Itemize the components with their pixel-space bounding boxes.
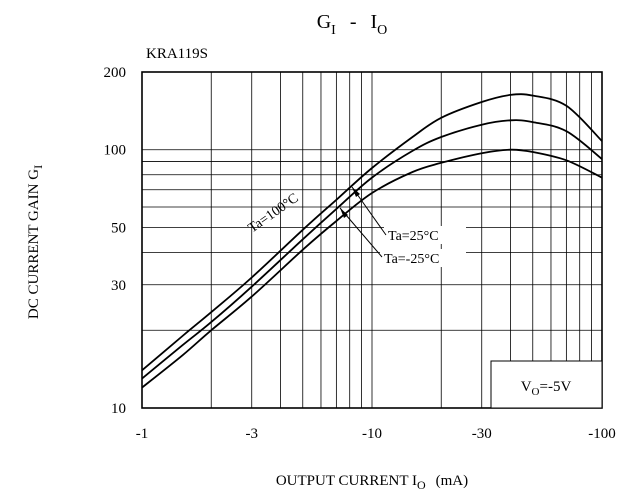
series-line-0 — [141, 93, 603, 371]
y-tick-label: 200 — [104, 65, 127, 81]
y-tick-label: 10 — [111, 401, 126, 417]
x-tick-label: -10 — [362, 426, 382, 442]
condition-label: VO=-5V — [521, 379, 572, 398]
leader-line-m25c — [339, 207, 383, 258]
grid-lines — [141, 71, 603, 409]
label-background — [380, 249, 466, 267]
series-label-25c: Ta=25°C — [388, 229, 439, 244]
x-axis-label: OUTPUT CURRENT IO (mA) — [276, 473, 468, 492]
y-tick-label: 30 — [111, 278, 126, 294]
x-tick-label: -100 — [588, 426, 616, 442]
x-tick-labels: -1 -3 -10 -30 -100 — [136, 426, 616, 442]
x-tick-label: -30 — [472, 426, 492, 442]
x-tick-label: -3 — [245, 426, 258, 442]
label-background — [384, 226, 466, 244]
leader-arrow-25c — [352, 187, 360, 197]
y-tick-label: 50 — [111, 220, 126, 236]
annotation-backgrounds — [380, 226, 466, 267]
condition-box — [490, 360, 603, 409]
leader-arrow-m25c — [340, 208, 348, 218]
y-tick-labels: 10 30 50 100 200 — [104, 65, 127, 417]
y-tick-label: 100 — [104, 143, 127, 159]
series-line-1 — [141, 119, 603, 380]
chart-title: GI - IO — [317, 11, 388, 38]
y-axis-label: DC CURRENT GAIN GI — [26, 165, 45, 319]
plot-frame — [141, 71, 603, 409]
x-tick-label: -1 — [136, 426, 149, 442]
series-label-m25c: Ta=-25°C — [384, 252, 439, 267]
part-label: KRA119S — [146, 46, 208, 62]
series-line-2 — [141, 148, 603, 389]
series-label-100c: Ta=100°C — [246, 191, 302, 236]
data-series — [141, 93, 603, 389]
